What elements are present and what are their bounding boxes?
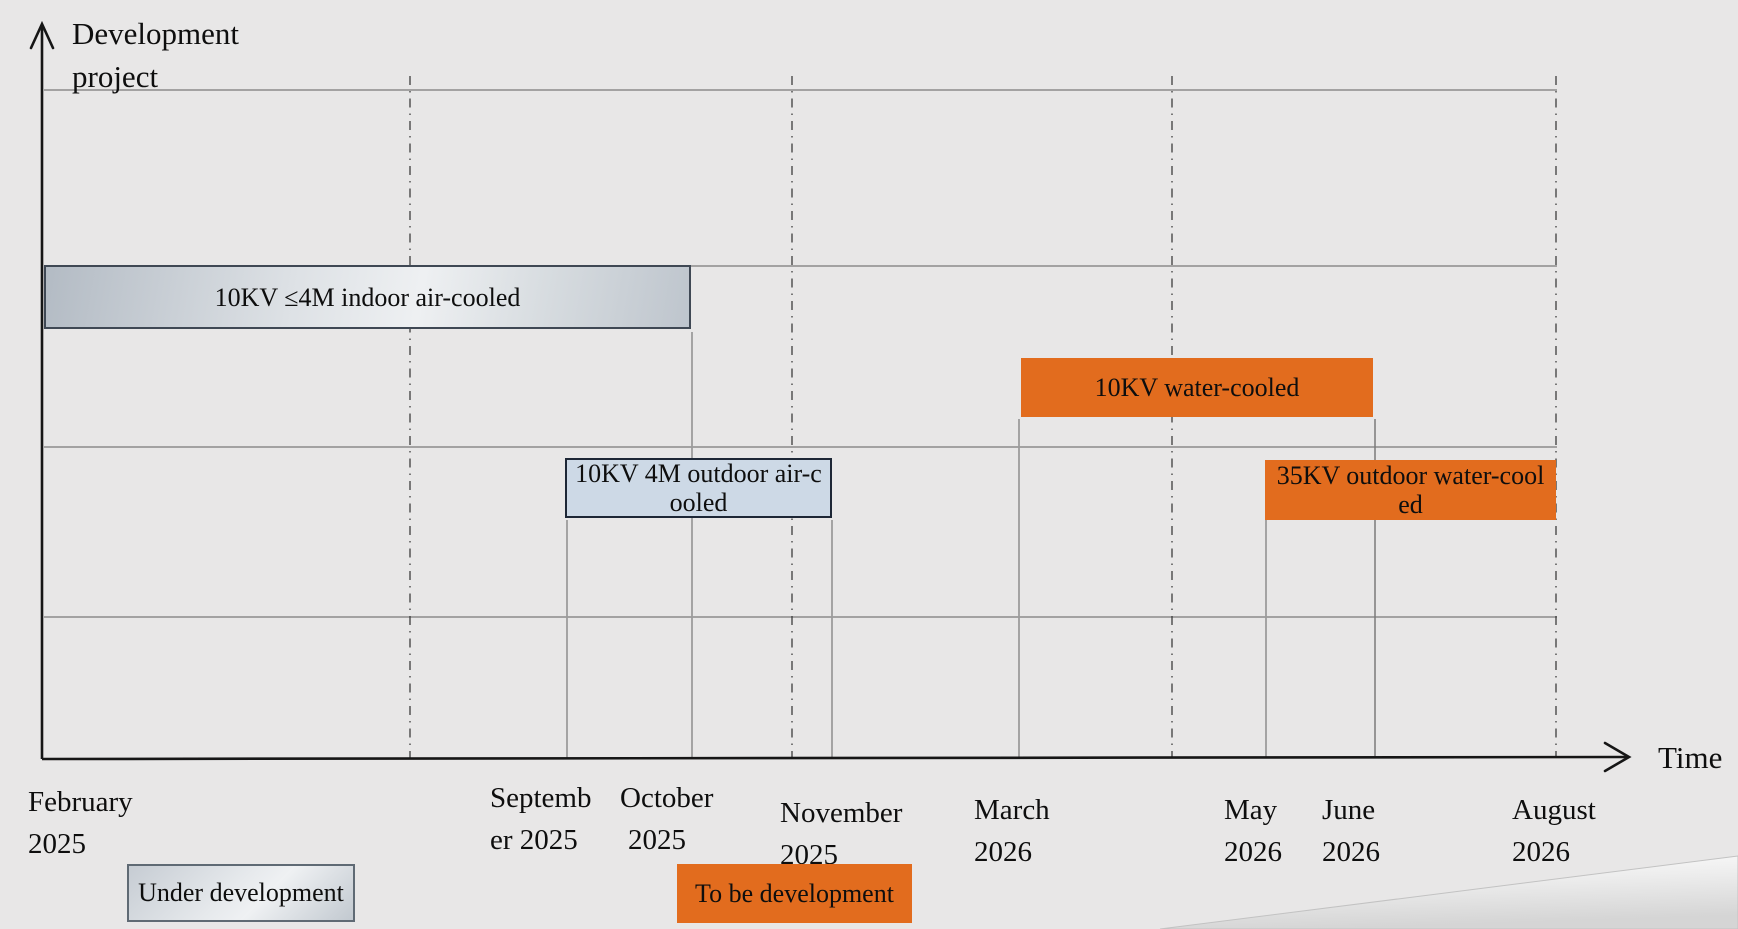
x-axis-title: Time <box>1658 740 1723 775</box>
task-bar-label: 10KV ≤4M indoor air-cooled <box>214 282 521 312</box>
task-bar-10kv-outdoor-air-cooled: 10KV 4M outdoor air-c ooled <box>565 458 832 518</box>
x-axis-arrow-icon <box>1603 741 1632 773</box>
task-bar-label: 35KV outdoor water-cool <box>1276 461 1545 490</box>
task-bar-10kv-indoor-air-cooled: 10KV ≤4M indoor air-cooled <box>44 265 691 329</box>
tick-may-2026: May 2026 <box>1224 794 1282 868</box>
tick-march-2026: March 2026 <box>974 794 1050 868</box>
task-bar-label: ooled <box>669 488 728 517</box>
tick-september-2025: Septemb er 2025 <box>490 782 592 856</box>
task-bar-label: ed <box>1398 490 1423 519</box>
corner-wedge-decoration <box>1159 855 1738 929</box>
legend-under-development: Under development <box>127 864 355 922</box>
y-axis-arrow-icon <box>29 20 55 50</box>
x-axis-line <box>41 755 1629 761</box>
task-bar-35kv-outdoor-water-cooled: 35KV outdoor water-cool ed <box>1265 460 1556 520</box>
legend-label: To be development <box>695 878 894 908</box>
tick-august-2026: August 2026 <box>1512 794 1596 868</box>
tick-february-2025: February 2025 <box>28 786 133 860</box>
task-bar-label: 10KV water-cooled <box>1094 373 1300 402</box>
legend-to-be-development: To be development <box>677 864 912 923</box>
task-bar-label: 10KV 4M outdoor air-c <box>575 459 822 488</box>
legend-label: Under development <box>138 878 344 907</box>
y-axis-title: Development project <box>72 16 240 94</box>
tick-october-2025: October 2025 <box>620 782 714 856</box>
tick-june-2026: June 2026 <box>1322 794 1380 868</box>
task-bar-10kv-water-cooled: 10KV water-cooled <box>1021 358 1373 417</box>
